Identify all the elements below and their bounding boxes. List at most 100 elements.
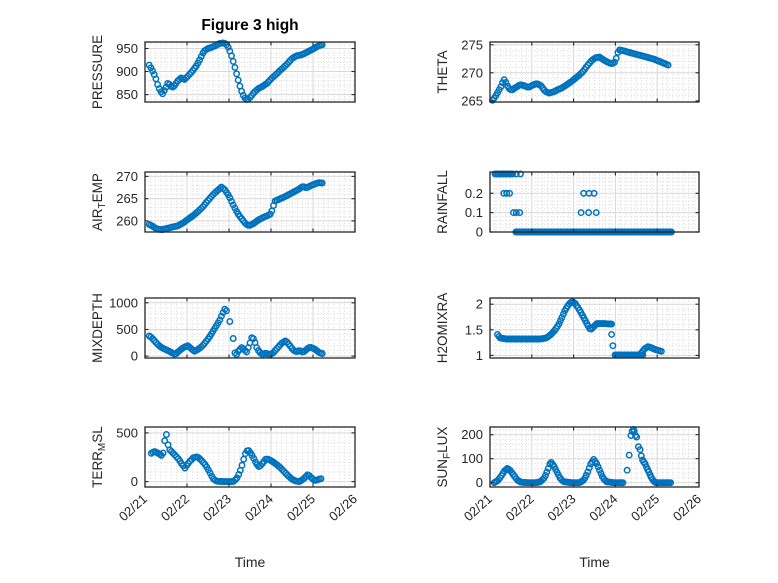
data-marker <box>233 474 241 482</box>
y-axis-label-h2omixra: H2OMIXRA <box>435 293 450 364</box>
data-marker <box>593 460 601 467</box>
data-marker <box>506 189 514 197</box>
data-marker <box>231 63 239 71</box>
figure-title: Figure 3 high <box>201 17 298 34</box>
data-marker <box>197 53 205 60</box>
data-marker <box>636 446 644 454</box>
tick-marks <box>144 298 356 358</box>
y-tick-label: 500 <box>116 322 138 337</box>
tick-marks <box>144 172 356 232</box>
data-marker <box>169 449 177 457</box>
subplot-pressure: 850 900 950 PRESSURE Figure 3 high <box>90 17 356 109</box>
data-marker <box>594 463 602 471</box>
data-marker <box>186 457 194 465</box>
y-tick-label: 1000 <box>109 295 138 310</box>
tick-marks <box>489 427 700 487</box>
data-marker <box>149 67 157 75</box>
subplot-air-temp: 260 265 270 AIRTEMP <box>90 169 356 234</box>
axes-box <box>144 171 356 233</box>
data-marker <box>667 479 675 487</box>
scatter-series <box>494 298 665 359</box>
data-marker <box>503 189 511 197</box>
data-marker <box>509 170 517 178</box>
data-marker <box>238 461 246 469</box>
data-marker <box>223 307 230 315</box>
data-marker <box>233 70 241 78</box>
scatter-series <box>145 305 326 359</box>
data-marker <box>555 320 563 328</box>
data-marker <box>221 305 229 313</box>
data-marker <box>633 433 641 441</box>
y-tick-label: 0 <box>131 349 138 364</box>
subplot-rainfall: 0 0.1 0.2 RAINFALL <box>435 170 700 240</box>
data-marker <box>229 335 237 342</box>
data-marker <box>231 349 239 357</box>
data-marker <box>577 209 585 217</box>
data-marker <box>516 209 524 217</box>
tick-marks <box>144 42 356 102</box>
data-marker <box>228 197 235 205</box>
data-marker <box>226 318 234 325</box>
y-tick-label: 270 <box>116 169 138 184</box>
data-marker <box>517 170 524 178</box>
data-marker <box>229 57 237 65</box>
tick-marks <box>144 427 356 487</box>
data-marker <box>159 449 167 457</box>
data-marker <box>249 335 257 343</box>
axes-box <box>489 426 700 488</box>
data-marker <box>497 83 505 91</box>
y-axis-label-terr-msl: TERRMSL <box>90 426 108 488</box>
minor-grid <box>145 172 355 232</box>
y-axis-label-rainfall: RAINFALL <box>435 170 450 234</box>
data-marker <box>609 342 617 350</box>
y-tick-label: 1 <box>476 348 483 363</box>
y-axis-label-sun-flux: SUNFLUX <box>435 427 453 488</box>
axes-box <box>144 297 356 359</box>
data-marker <box>318 350 326 357</box>
x-axis-label: Time <box>235 554 266 570</box>
data-marker <box>509 209 517 217</box>
tick-marks <box>489 172 700 233</box>
data-marker <box>584 468 592 476</box>
y-tick-label: 500 <box>116 425 138 440</box>
data-marker <box>502 78 510 86</box>
data-marker <box>234 76 242 84</box>
data-marker <box>625 451 633 459</box>
axes-box <box>489 171 700 233</box>
y-tick-label: 1.5 <box>465 322 483 337</box>
data-marker <box>278 466 286 474</box>
y-tick-label: 0.1 <box>465 205 483 220</box>
data-marker <box>219 309 227 317</box>
y-tick-label: 100 <box>461 451 483 466</box>
data-marker <box>558 314 566 321</box>
minor-grid <box>145 427 355 487</box>
data-marker <box>590 189 598 197</box>
data-marker <box>582 471 590 479</box>
data-marker <box>217 312 225 320</box>
y-tick-label: 850 <box>116 87 138 102</box>
data-marker <box>585 209 593 217</box>
scatter-series <box>147 431 325 486</box>
data-marker <box>608 330 616 338</box>
data-marker <box>611 58 619 66</box>
y-tick-label: 200 <box>461 427 483 442</box>
y-tick-label: 0 <box>131 474 138 489</box>
major-grid <box>490 42 699 102</box>
y-tick-label: 0 <box>476 475 483 490</box>
data-marker <box>612 54 620 62</box>
data-marker <box>619 479 627 487</box>
axes-box <box>489 41 700 103</box>
y-tick-label: 0 <box>476 225 483 240</box>
data-marker <box>226 194 234 202</box>
data-marker <box>224 43 232 51</box>
axes-box <box>144 426 356 488</box>
data-marker <box>608 320 616 328</box>
data-marker <box>502 466 510 474</box>
y-tick-label: 950 <box>116 41 138 56</box>
y-axis-label-pressure: PRESSURE <box>90 35 105 109</box>
y-tick-label: 260 <box>116 213 138 228</box>
data-marker <box>559 310 567 318</box>
data-marker <box>512 209 520 217</box>
minor-grid <box>490 298 699 358</box>
